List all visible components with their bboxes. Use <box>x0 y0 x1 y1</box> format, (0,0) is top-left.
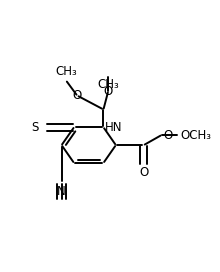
Text: O: O <box>139 166 148 179</box>
Text: O: O <box>163 129 172 141</box>
Text: CH₃: CH₃ <box>97 78 119 91</box>
Text: O: O <box>103 85 113 98</box>
Text: CH₃: CH₃ <box>55 65 77 78</box>
Text: O: O <box>72 89 82 102</box>
Text: N: N <box>57 185 66 198</box>
Text: OCH₃: OCH₃ <box>180 129 211 141</box>
Text: S: S <box>32 121 39 134</box>
Text: HN: HN <box>105 121 123 134</box>
